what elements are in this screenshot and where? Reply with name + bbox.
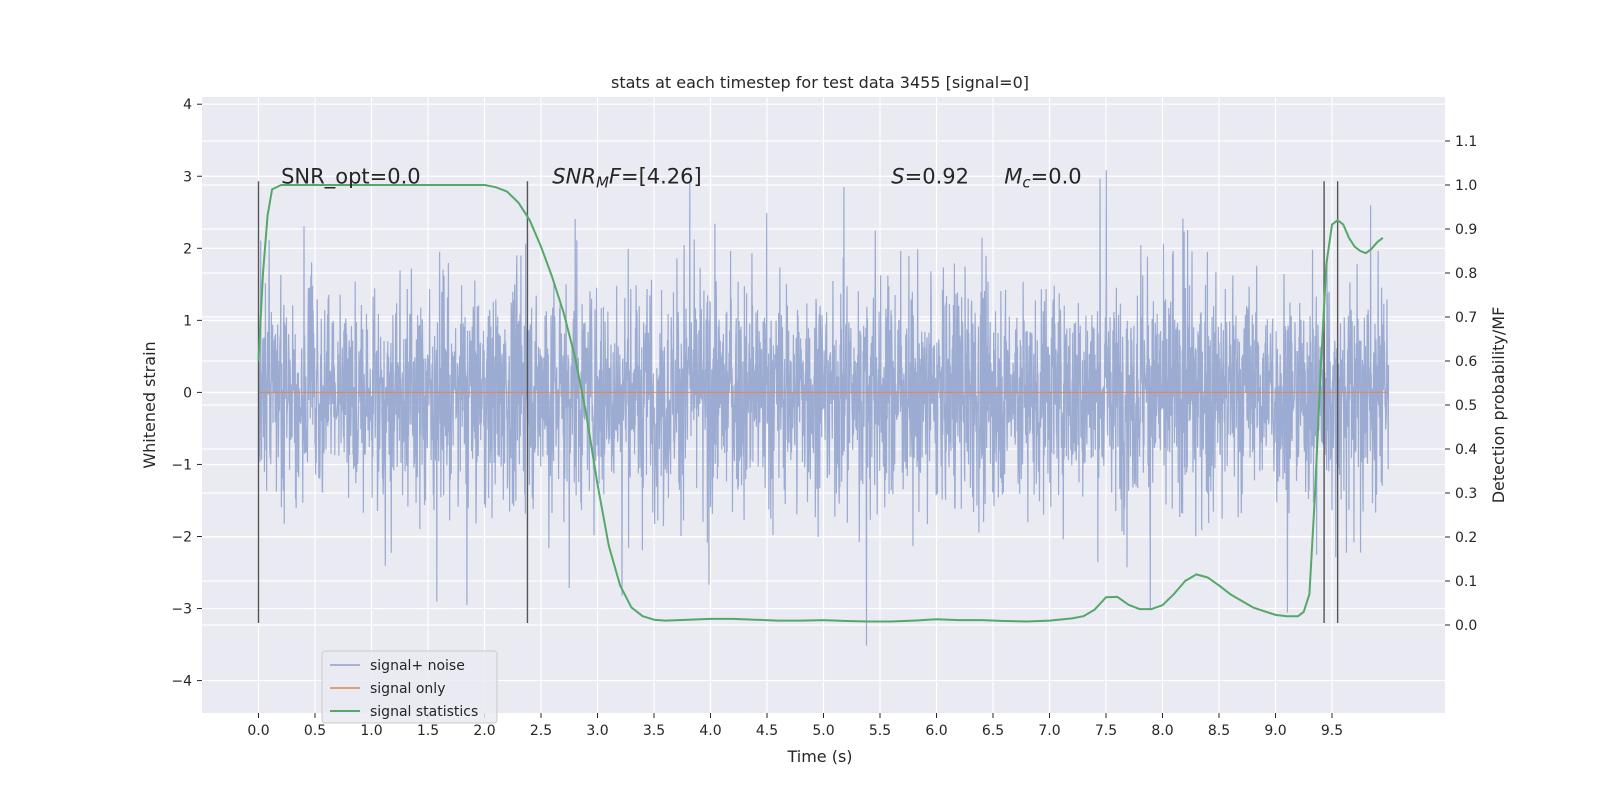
x-tick-label-12: 6.0 (925, 723, 947, 739)
annotation-snr-mf: SNRMF=[4.26] (552, 164, 701, 191)
x-tick-label-6: 3.0 (586, 723, 608, 739)
y-right-tick-label-2: 0.2 (1455, 530, 1477, 546)
legend: signal+ noise signal only signal statistic… (321, 650, 498, 724)
x-tick-label-16: 8.0 (1151, 723, 1173, 739)
y-right-tick-label-9: 0.9 (1455, 222, 1477, 238)
y-left-tick-label-6: 2 (183, 241, 192, 257)
y-left-tick-label-2: −2 (171, 529, 192, 545)
y-left-tick-label-3: −1 (171, 457, 192, 473)
series-signal-statistics (257, 184, 1384, 623)
y-right-tick-label-7: 0.7 (1455, 310, 1477, 326)
annotations: SNR_opt=0.0 SNRMF=[4.26] S=0.92 Mc=0.0 (281, 164, 1082, 191)
x-tick-label-2: 1.0 (360, 723, 382, 739)
x-tick-label-3: 1.5 (417, 723, 439, 739)
y-axis-label-right: Detection probability/MF (1489, 307, 1508, 504)
y-left-tick-label-0: −4 (171, 674, 192, 690)
legend-label-0: signal+ noise (370, 658, 465, 674)
legend-box (321, 650, 498, 724)
x-tick-label-0: 0.0 (247, 723, 269, 739)
x-tick-label-7: 3.5 (643, 723, 665, 739)
x-tick-label-9: 4.5 (756, 723, 778, 739)
x-tick-label-4: 2.0 (473, 723, 495, 739)
x-tick-label-10: 5.0 (812, 723, 834, 739)
y-right-tick-label-6: 0.6 (1455, 354, 1477, 370)
axis-ticks: 0.0 0.5 1.0 1.5 2.0 2.5 3.0 3.5 4.0 4.5 5.0 5.5 6.0 6… (171, 97, 1477, 739)
y-left-tick-label-5: 1 (183, 313, 192, 329)
y-right-tick-label-1: 0.1 (1455, 574, 1477, 590)
signal-statistics-line (257, 184, 1384, 623)
y-left-tick-label-1: −3 (171, 602, 192, 618)
y-right-tick-label-8: 0.8 (1455, 266, 1477, 282)
x-tick-label-17: 8.5 (1208, 723, 1230, 739)
x-tick-label-5: 2.5 (530, 723, 552, 739)
x-tick-label-11: 5.5 (869, 723, 891, 739)
x-tick-label-13: 6.5 (982, 723, 1004, 739)
chart-title: stats at each timestep for test data 345… (611, 73, 1029, 92)
x-tick-label-19: 9.5 (1321, 723, 1343, 739)
annotation-snr-opt: SNR_opt=0.0 (281, 164, 421, 189)
y-left-tick-label-8: 4 (183, 97, 192, 113)
x-tick-label-14: 7.0 (1038, 723, 1060, 739)
annotation-s-stat: S=0.92 (891, 164, 969, 188)
series-signal-noise (257, 170, 1390, 646)
legend-label-1: signal only (370, 681, 445, 697)
y-right-tick-label-0: 0.0 (1455, 618, 1477, 634)
x-tick-label-18: 9.0 (1264, 723, 1286, 739)
y-left-tick-label-7: 3 (183, 169, 192, 185)
signal-noise-line (257, 170, 1390, 646)
vertical-markers (257, 181, 1339, 623)
y-right-tick-label-5: 0.5 (1455, 398, 1477, 414)
y-right-tick-label-4: 0.4 (1455, 442, 1477, 458)
y-right-tick-label-10: 1.0 (1455, 178, 1477, 194)
y-axis-label-left: Whitened strain (140, 341, 159, 468)
legend-label-2: signal statistics (370, 704, 478, 720)
x-axis-label: Time (s) (786, 747, 852, 766)
x-tick-label-8: 4.0 (699, 723, 721, 739)
y-right-tick-label-3: 0.3 (1455, 486, 1477, 502)
annotation-mc: Mc=0.0 (1004, 164, 1081, 191)
y-right-tick-label-11: 1.1 (1455, 134, 1477, 150)
y-left-tick-label-4: 0 (183, 385, 192, 401)
x-tick-label-15: 7.5 (1095, 723, 1117, 739)
x-tick-label-1: 0.5 (304, 723, 326, 739)
